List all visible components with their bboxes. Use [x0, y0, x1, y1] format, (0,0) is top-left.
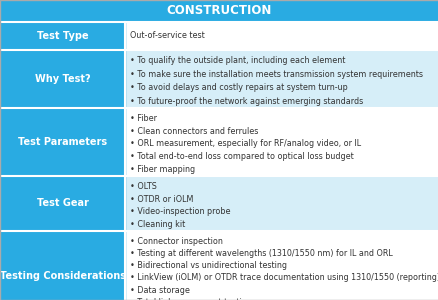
Text: • Bidirectional vs unidirectional testing: • Bidirectional vs unidirectional testin… — [130, 261, 286, 270]
Text: • Data storage: • Data storage — [130, 286, 190, 295]
Bar — [0, 176, 125, 231]
Bar — [125, 22, 438, 50]
Text: Why Test?: Why Test? — [35, 74, 90, 84]
Text: • To avoid delays and costly repairs at system turn-up: • To avoid delays and costly repairs at … — [130, 83, 347, 92]
Text: • Video-inspection probe: • Video-inspection probe — [130, 207, 230, 216]
Bar — [125, 108, 438, 176]
Text: • OTDR or iOLM: • OTDR or iOLM — [130, 195, 193, 204]
Text: • Testing at different wavelengths (1310/1550 nm) for IL and ORL: • Testing at different wavelengths (1310… — [130, 249, 392, 258]
Bar — [0, 22, 125, 50]
Bar — [0, 108, 125, 176]
Text: CONSTRUCTION: CONSTRUCTION — [166, 4, 272, 17]
Bar — [125, 231, 438, 300]
Text: • Clean connectors and ferrules: • Clean connectors and ferrules — [130, 127, 258, 136]
Text: • Connector inspection: • Connector inspection — [130, 237, 223, 246]
Text: Test Type: Test Type — [37, 31, 88, 41]
Text: • OLTS: • OLTS — [130, 182, 157, 191]
Text: • Cleaning kit: • Cleaning kit — [130, 220, 185, 229]
Text: Test Gear: Test Gear — [36, 199, 88, 208]
Text: Out-of-service test: Out-of-service test — [130, 32, 205, 40]
Bar — [125, 50, 438, 108]
Text: Testing Considerations: Testing Considerations — [0, 271, 125, 281]
Bar — [0, 50, 125, 108]
Text: Test Parameters: Test Parameters — [18, 137, 107, 147]
Bar — [0, 0, 438, 22]
Text: • Fiber: • Fiber — [130, 114, 157, 123]
Text: • Total link or segment testing: • Total link or segment testing — [130, 298, 251, 300]
Text: • Total end-to-end loss compared to optical loss budget: • Total end-to-end loss compared to opti… — [130, 152, 353, 161]
Text: • ORL measurement, especially for RF/analog video, or IL: • ORL measurement, especially for RF/ana… — [130, 140, 360, 148]
Text: • LinkView (iOLM) or OTDR trace documentation using 1310/1550 (reporting): • LinkView (iOLM) or OTDR trace document… — [130, 274, 438, 283]
Bar — [125, 176, 438, 231]
Text: • To qualify the outside plant, including each element: • To qualify the outside plant, includin… — [130, 56, 345, 65]
Text: • To make sure the installation meets transmission system requirements: • To make sure the installation meets tr… — [130, 70, 422, 79]
Text: • Fiber mapping: • Fiber mapping — [130, 165, 195, 174]
Text: • To future-proof the network against emerging standards: • To future-proof the network against em… — [130, 97, 363, 106]
Bar — [0, 231, 125, 300]
